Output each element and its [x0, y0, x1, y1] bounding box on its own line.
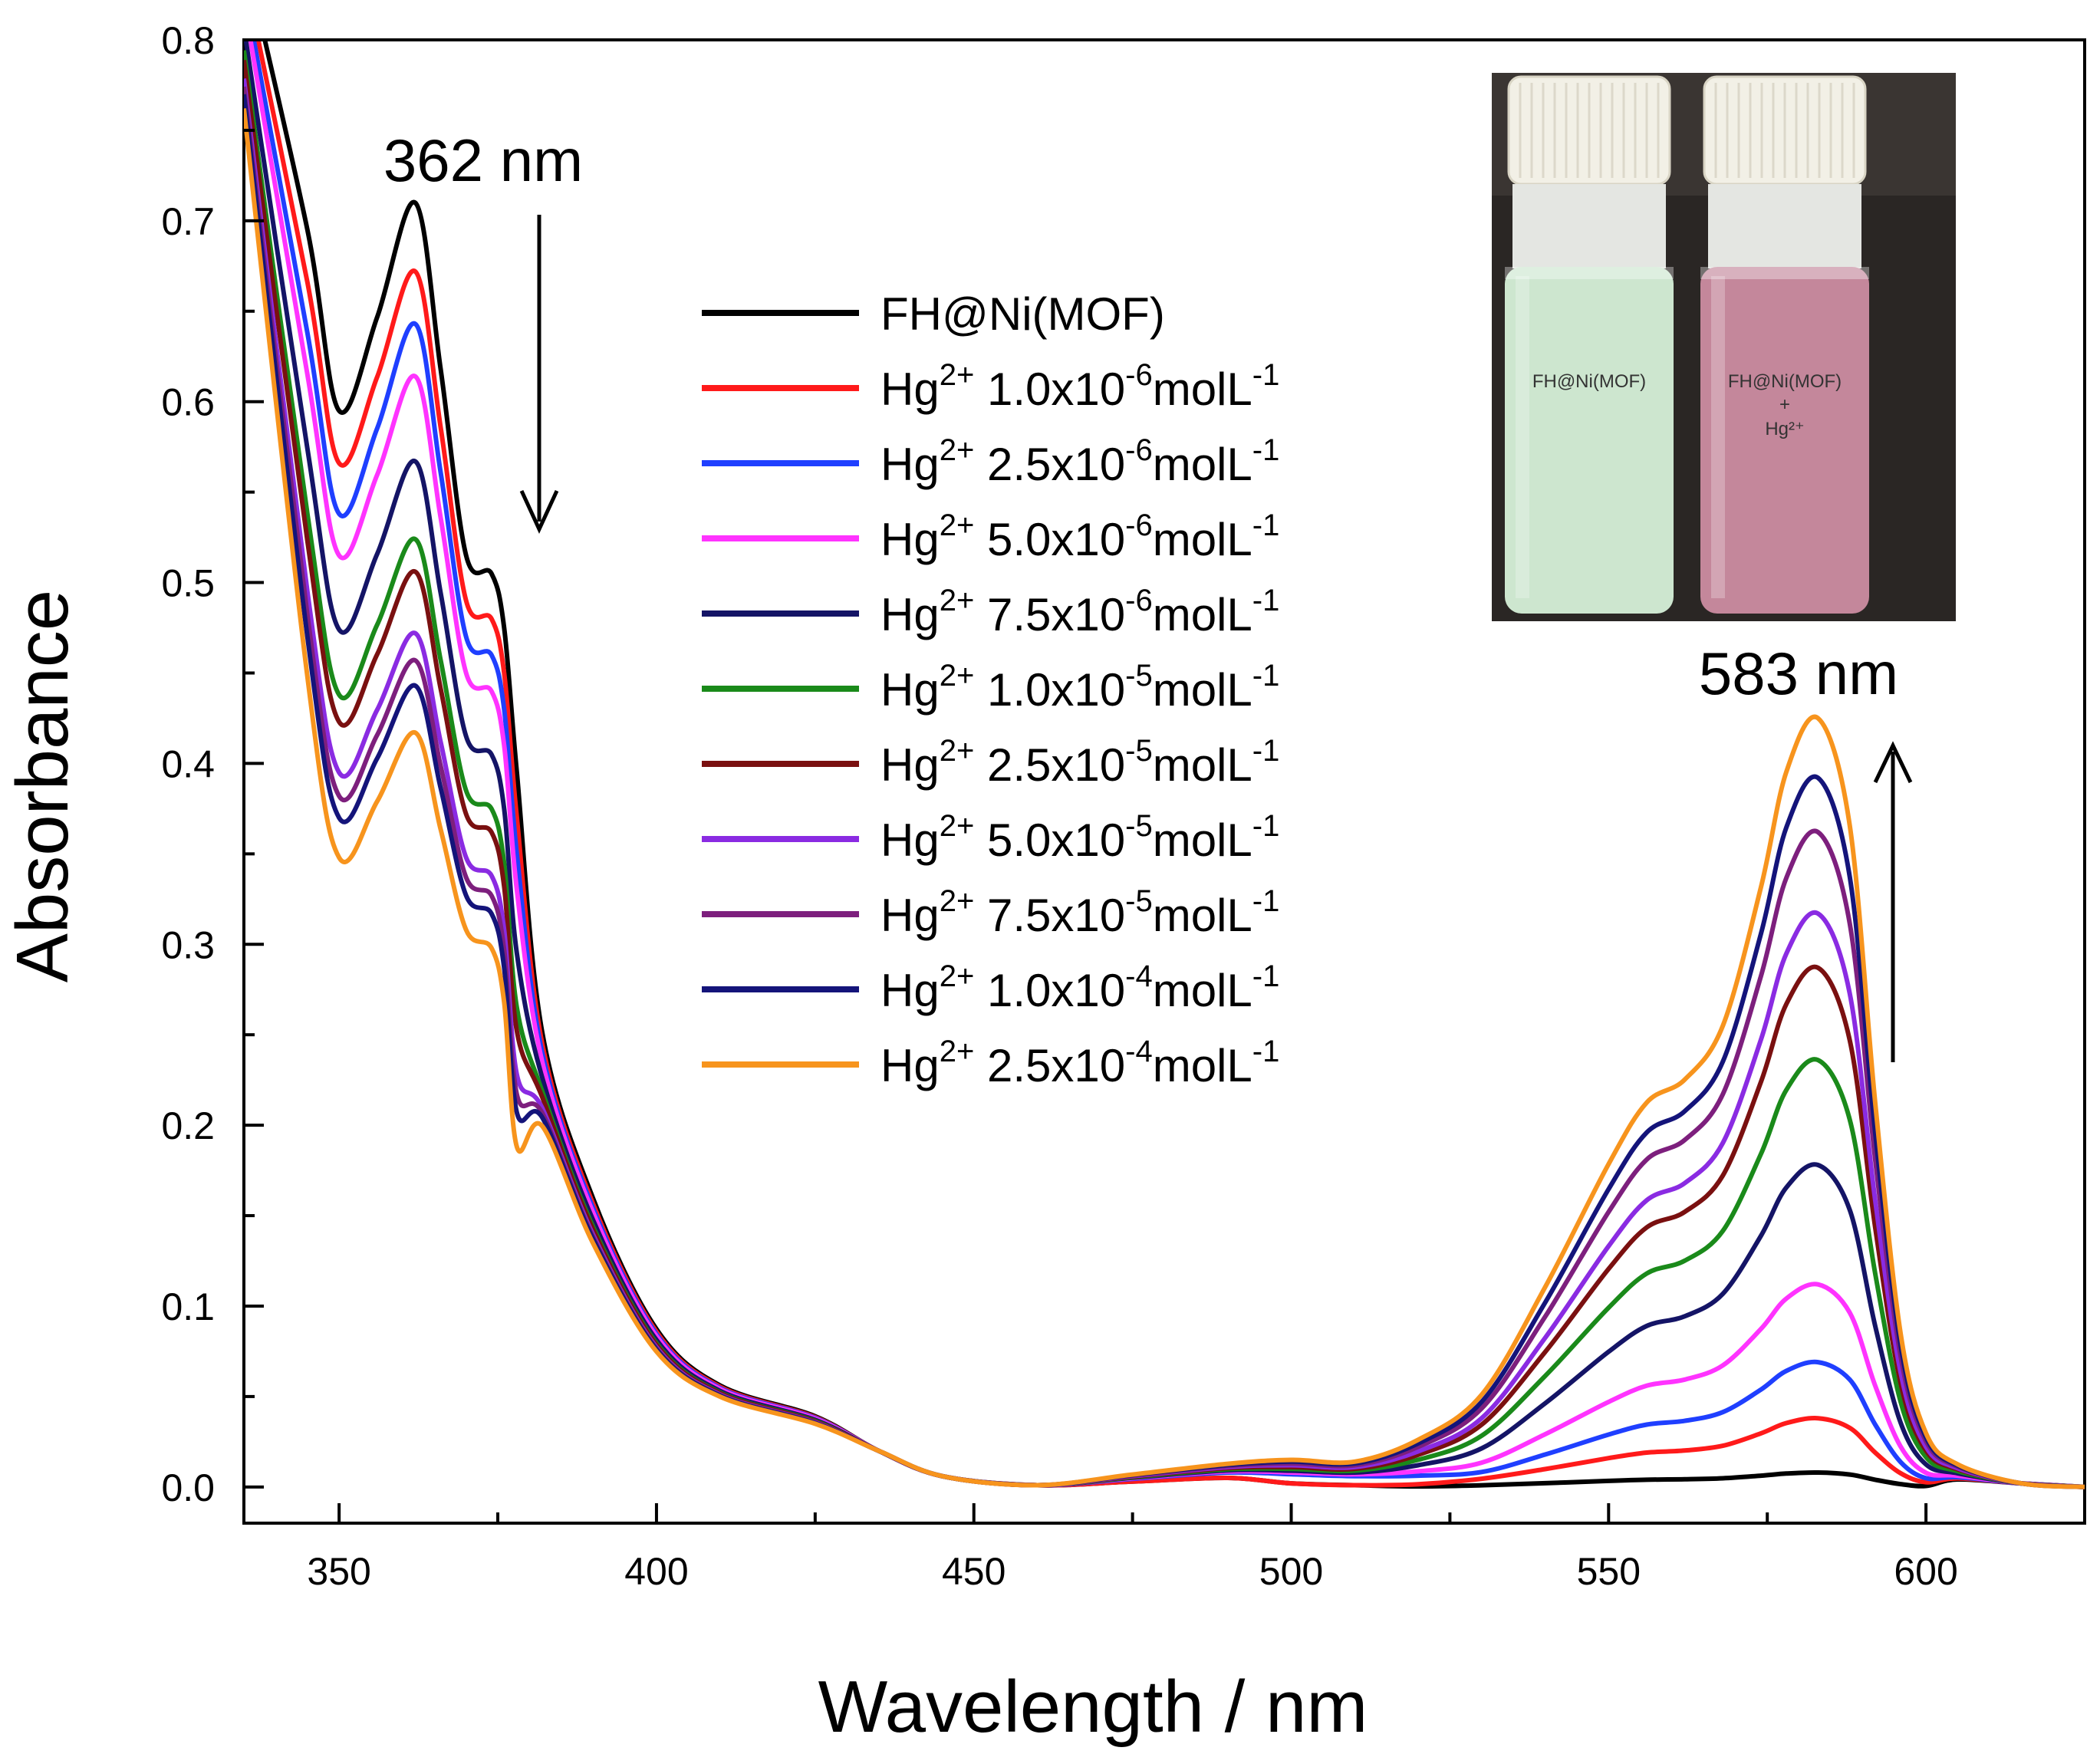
vial-reflection [1711, 276, 1725, 598]
y-tick-label: 0.0 [161, 1466, 215, 1509]
legend-label-1: Hg2+ 1.0x10-6molL-1 [880, 358, 1279, 415]
vial-liquid [1700, 267, 1869, 614]
y-tick-label: 0.2 [161, 1104, 215, 1147]
y-tick-label: 0.4 [161, 742, 215, 785]
arrow-up-head [1873, 741, 1913, 784]
series-layer [244, 40, 2085, 1489]
vial-neck [1512, 184, 1666, 268]
annotation-362nm: 362 nm [383, 127, 583, 194]
vial-right: FH@Ni(MOF)+ Hg²⁺ [1700, 75, 1869, 614]
y-tick-label: 0.5 [161, 562, 215, 605]
legend-label-7: Hg2+ 5.0x10-5molL-1 [880, 809, 1279, 866]
y-tick-label: 0.6 [161, 381, 215, 424]
x-tick-label: 450 [942, 1550, 1006, 1593]
vial-reflection [1516, 276, 1529, 598]
annotation-583nm: 583 nm [1699, 640, 1898, 707]
legend-label-8: Hg2+ 7.5x10-5molL-1 [880, 884, 1279, 941]
x-tick-label: 350 [307, 1550, 370, 1593]
plot-frame [242, 38, 2086, 1525]
legend-label-5: Hg2+ 1.0x10-5molL-1 [880, 659, 1279, 716]
vial-right-label-3: Hg²⁺ [1765, 419, 1804, 439]
legend: FH@Ni(MOF) Hg2+ 1.0x10-6molL-1 Hg2+ 2.5x10… [702, 288, 1279, 1091]
x-axis-title: Wavelength / nm [818, 1666, 1368, 1748]
vial-right-label-1: FH@Ni(MOF) [1728, 371, 1842, 392]
plot-border [242, 38, 2086, 1525]
vial-right-label-2: + [1779, 394, 1790, 415]
ticks-layer: 350 400 450 500 550 600 0.0 0.1 0.2 0.3 0.4 0.5 0.6 0… [161, 19, 2086, 1593]
x-tick-label: 550 [1577, 1550, 1641, 1593]
annotation-layer: 362 nm 583 nm [383, 127, 1913, 1062]
vial-neck [1708, 184, 1861, 268]
x-tick-label: 500 [1259, 1550, 1323, 1593]
y-tick-label: 0.7 [161, 200, 215, 243]
x-tick-label: 600 [1894, 1550, 1957, 1593]
vial-meniscus [1505, 267, 1674, 279]
y-tick-label: 0.1 [161, 1285, 215, 1328]
vial-left: FH@Ni(MOF) [1505, 75, 1674, 614]
vial-liquid [1505, 267, 1674, 614]
x-tick-label: 400 [624, 1550, 688, 1593]
vial-left-label: FH@Ni(MOF) [1532, 371, 1646, 392]
series-line-10 [244, 108, 2085, 1489]
legend-label-0: FH@Ni(MOF) [880, 288, 1165, 340]
y-tick-label: 0.3 [161, 923, 215, 966]
y-tick-label: 0.8 [161, 19, 215, 62]
legend-label-6: Hg2+ 2.5x10-5molL-1 [880, 734, 1279, 791]
legend-label-9: Hg2+ 1.0x10-4molL-1 [880, 959, 1279, 1016]
legend-label-4: Hg2+ 7.5x10-6molL-1 [880, 584, 1279, 640]
legend-label-2: Hg2+ 2.5x10-6molL-1 [880, 433, 1279, 490]
y-axis-title: Absorbance [2, 590, 84, 982]
vial-meniscus [1700, 267, 1869, 279]
arrow-down-head [519, 489, 559, 534]
legend-label-3: Hg2+ 5.0x10-6molL-1 [880, 508, 1279, 565]
legend-label-10: Hg2+ 2.5x10-4molL-1 [880, 1035, 1279, 1091]
inset-photo: FH@Ni(MOF) FH@Ni(MOF)+Hg²⁺ [1492, 73, 1956, 621]
